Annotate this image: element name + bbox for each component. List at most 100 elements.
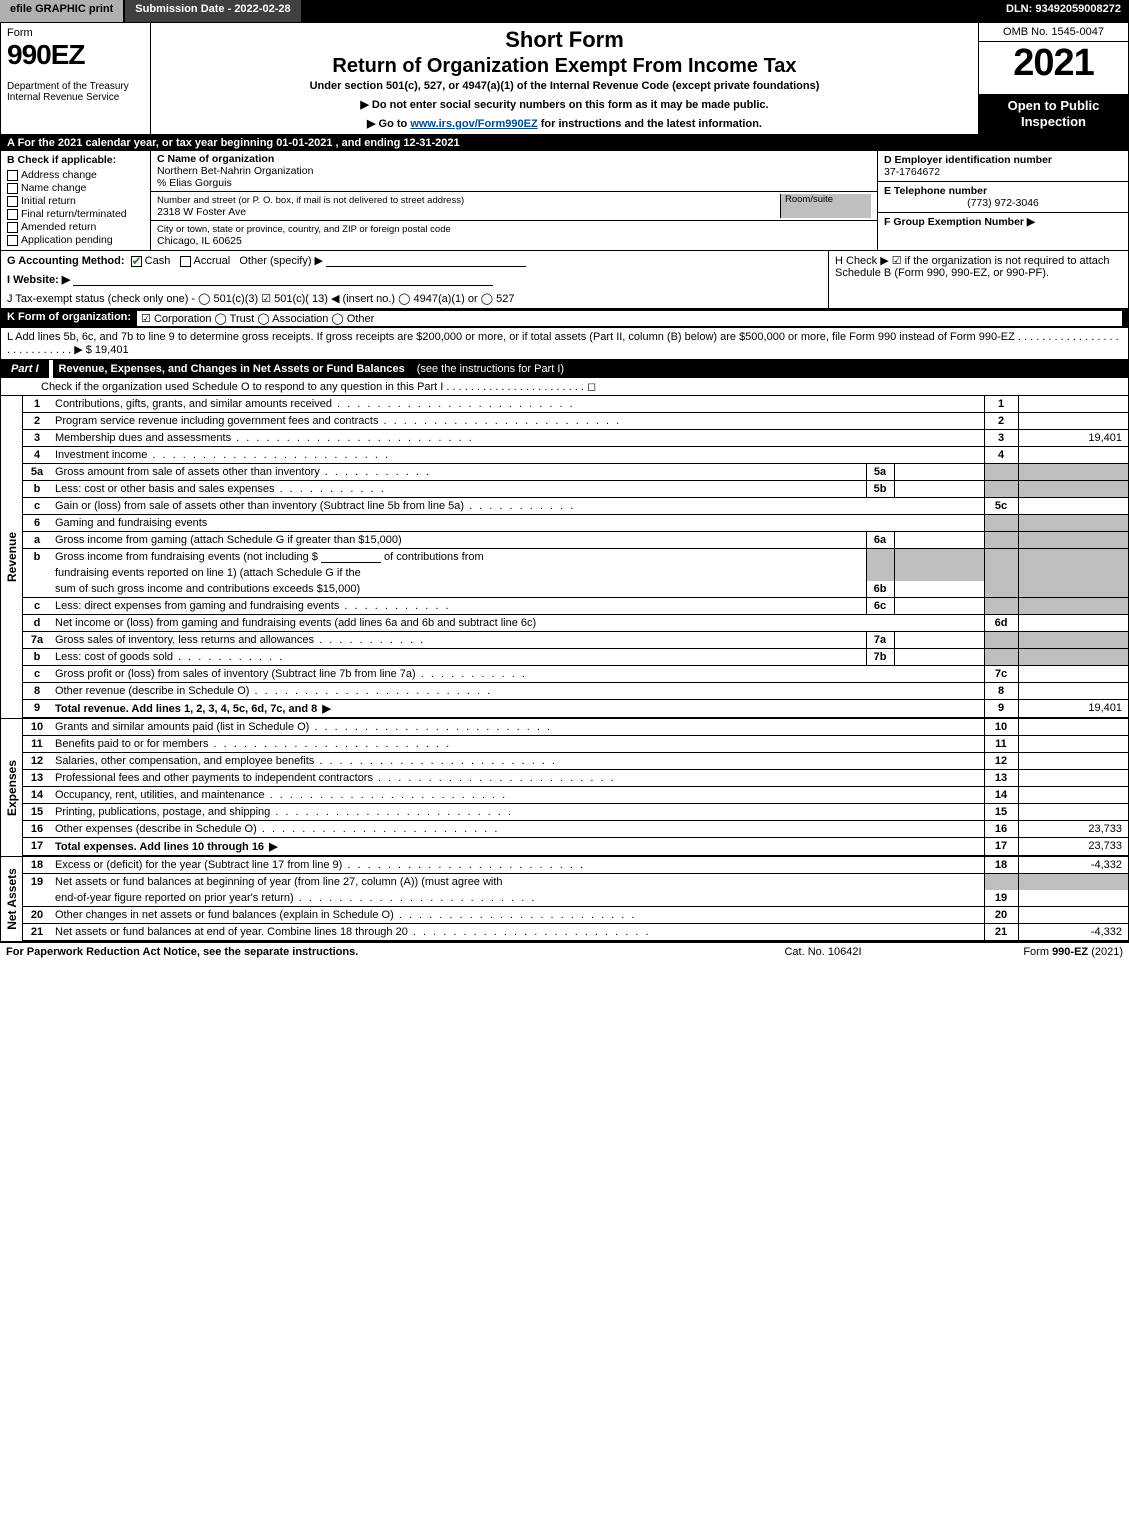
phone-block: E Telephone number (773) 972-3046 [878, 182, 1128, 213]
dln-label: DLN: 93492059008272 [998, 0, 1129, 22]
net-assets-section: Net Assets 18Excess or (deficit) for the… [1, 857, 1128, 942]
column-d-e-f: D Employer identification number 37-1764… [878, 151, 1128, 250]
expenses-table: 10Grants and similar amounts paid (list … [23, 719, 1128, 856]
g-accounting-method: G Accounting Method: Cash Accrual Other … [1, 251, 828, 270]
website-input[interactable] [73, 274, 493, 286]
h-schedule-b: H Check ▶ ☑ if the organization is not r… [828, 251, 1128, 308]
expenses-vertical-label: Expenses [1, 719, 23, 856]
street-label: Number and street (or P. O. box, if mail… [157, 195, 464, 206]
top-bar: efile GRAPHIC print Submission Date - 20… [0, 0, 1129, 22]
tax-year: 2021 [979, 42, 1128, 94]
line-17: 17Total expenses. Add lines 10 through 1… [23, 838, 1128, 856]
form-header: Form 990EZ Department of the Treasury In… [1, 23, 1128, 135]
city-state-zip: Chicago, IL 60625 [157, 235, 242, 247]
footer-catalog: Cat. No. 10642I [723, 946, 923, 958]
street-address: 2318 W Foster Ave [157, 206, 246, 218]
page-footer: For Paperwork Reduction Act Notice, see … [0, 943, 1129, 961]
submission-date-button[interactable]: Submission Date - 2022-02-28 [125, 0, 302, 22]
line-16: 16Other expenses (describe in Schedule O… [23, 821, 1128, 838]
line-4: 4Investment income4 [23, 447, 1128, 464]
k-form-of-org: K Form of organization: ☑ Corporation ◯ … [1, 309, 1128, 328]
section-b-through-f: B Check if applicable: Address change Na… [1, 151, 1128, 251]
header-right: OMB No. 1545-0047 2021 Open to Public In… [978, 23, 1128, 134]
line-5a: 5aGross amount from sale of assets other… [23, 464, 1128, 481]
room-label: Room/suite [785, 194, 833, 205]
checkbox-initial-return[interactable]: Initial return [7, 195, 144, 207]
k-options: ☑ Corporation ◯ Trust ◯ Association ◯ Ot… [137, 311, 1122, 326]
l-gross-receipts: L Add lines 5b, 6c, and 7b to line 9 to … [1, 328, 1128, 360]
expenses-section: Expenses 10Grants and similar amounts pa… [1, 719, 1128, 857]
form-word: Form [7, 27, 144, 39]
checkbox-final-return[interactable]: Final return/terminated [7, 208, 144, 220]
line-12: 12Salaries, other compensation, and empl… [23, 753, 1128, 770]
ein-block: D Employer identification number 37-1764… [878, 151, 1128, 182]
line-3: 3Membership dues and assessments319,401 [23, 430, 1128, 447]
column-c-org-info: C Name of organization Northern Bet-Nahr… [151, 151, 878, 250]
ein-value: 37-1764672 [884, 166, 940, 178]
part-1-check: Check if the organization used Schedule … [1, 378, 1128, 396]
city-row: City or town, state or province, country… [151, 221, 877, 249]
net-assets-vertical-label: Net Assets [1, 857, 23, 941]
checkbox-name-change[interactable]: Name change [7, 182, 144, 194]
b-header: B Check if applicable: [7, 154, 144, 166]
org-name-row: C Name of organization Northern Bet-Nahr… [151, 151, 877, 192]
line-2: 2Program service revenue including gover… [23, 413, 1128, 430]
line-5b: bLess: cost or other basis and sales exp… [23, 481, 1128, 498]
line-19a: 19Net assets or fund balances at beginni… [23, 874, 1128, 891]
irs-link[interactable]: www.irs.gov/Form990EZ [410, 118, 537, 130]
line-7a: 7aGross sales of inventory, less returns… [23, 632, 1128, 649]
omb-number: OMB No. 1545-0047 [979, 23, 1128, 42]
line-6b-1: bGross income from fundraising events (n… [23, 549, 1128, 566]
line-10: 10Grants and similar amounts paid (list … [23, 719, 1128, 736]
line-8: 8Other revenue (describe in Schedule O)8 [23, 683, 1128, 700]
line-6a: aGross income from gaming (attach Schedu… [23, 532, 1128, 549]
public-inspection-badge: Open to Public Inspection [979, 94, 1128, 135]
line-6b-3: sum of such gross income and contributio… [23, 581, 1128, 598]
c-name-label: C Name of organization [157, 153, 274, 165]
line-14: 14Occupancy, rent, utilities, and mainte… [23, 787, 1128, 804]
care-of: % Elias Gorguis [157, 177, 232, 189]
j-tax-exempt-status: J Tax-exempt status (check only one) - ◯… [1, 289, 828, 308]
checkbox-cash[interactable] [131, 256, 142, 267]
column-b-checkboxes: B Check if applicable: Address change Na… [1, 151, 151, 250]
part-1-tag: Part I [1, 360, 53, 378]
revenue-table: 1Contributions, gifts, grants, and simil… [23, 396, 1128, 718]
line-5c: cGain or (loss) from sale of assets othe… [23, 498, 1128, 515]
checkbox-address-change[interactable]: Address change [7, 169, 144, 181]
line-7c: cGross profit or (loss) from sales of in… [23, 666, 1128, 683]
d-label: D Employer identification number [884, 154, 1122, 166]
form-container: Form 990EZ Department of the Treasury In… [0, 22, 1129, 943]
efile-print-button[interactable]: efile GRAPHIC print [0, 0, 125, 22]
form-title: Return of Organization Exempt From Incom… [157, 55, 972, 78]
part-1-header: Part I Revenue, Expenses, and Changes in… [1, 360, 1128, 378]
group-exemption-block: F Group Exemption Number ▶ [878, 213, 1128, 231]
department-label: Department of the Treasury Internal Reve… [7, 81, 144, 103]
ssn-warning: ▶ Do not enter social security numbers o… [157, 98, 972, 111]
other-method-input[interactable] [326, 255, 526, 267]
note2-post: for instructions and the latest informat… [538, 118, 762, 130]
part-1-title: Revenue, Expenses, and Changes in Net As… [53, 360, 411, 378]
net-assets-table: 18Excess or (deficit) for the year (Subt… [23, 857, 1128, 941]
line-6c: cLess: direct expenses from gaming and f… [23, 598, 1128, 615]
note2-pre: ▶ Go to [367, 118, 410, 130]
checkbox-accrual[interactable] [180, 256, 191, 267]
e-label: E Telephone number [884, 185, 1122, 197]
f-label: F Group Exemption Number ▶ [884, 216, 1122, 228]
revenue-section: Revenue 1Contributions, gifts, grants, a… [1, 396, 1128, 719]
section-g-h-i-j: G Accounting Method: Cash Accrual Other … [1, 251, 1128, 309]
checkbox-application-pending[interactable]: Application pending [7, 234, 144, 246]
header-left: Form 990EZ Department of the Treasury In… [1, 23, 151, 134]
short-form-title: Short Form [157, 27, 972, 53]
checkbox-amended-return[interactable]: Amended return [7, 221, 144, 233]
city-label: City or town, state or province, country… [157, 224, 451, 235]
revenue-vertical-label: Revenue [1, 396, 23, 718]
footer-right: Form 990-EZ (2021) [923, 946, 1123, 958]
row-a-tax-year: A For the 2021 calendar year, or tax yea… [1, 135, 1128, 151]
org-name: Northern Bet-Nahrin Organization [157, 165, 313, 177]
part-1-sub: (see the instructions for Part I) [411, 360, 570, 378]
header-center: Short Form Return of Organization Exempt… [151, 23, 978, 134]
line-20: 20Other changes in net assets or fund ba… [23, 907, 1128, 924]
line-21: 21Net assets or fund balances at end of … [23, 924, 1128, 941]
line-15: 15Printing, publications, postage, and s… [23, 804, 1128, 821]
form-number: 990EZ [7, 39, 144, 71]
